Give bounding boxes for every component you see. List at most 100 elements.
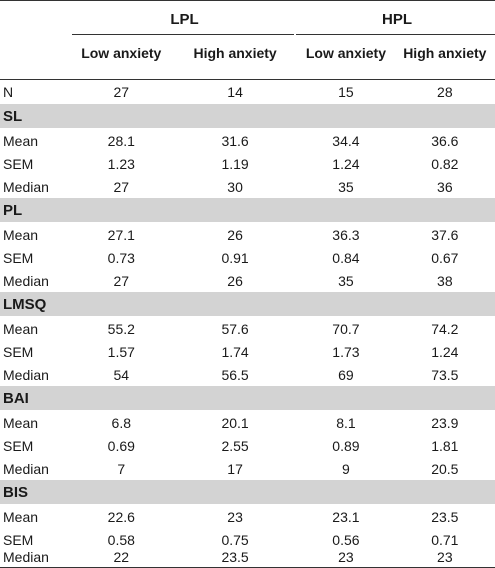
cell-value: 54	[113, 366, 130, 383]
section-title: LMSQ	[3, 295, 47, 313]
row-label: SEM	[3, 155, 34, 172]
group-rule-lpl	[72, 34, 294, 35]
table-row: Mean 22.6 23 23.1 23.5	[0, 505, 495, 528]
cell-value: 55.2	[107, 320, 135, 337]
section-title: PL	[3, 201, 23, 219]
table-row: SEM 1.57 1.74 1.73 1.24	[0, 340, 495, 363]
cell-value: 22	[113, 549, 130, 565]
row-label: SEM	[3, 437, 34, 454]
cell-value: 0.58	[107, 531, 135, 548]
table-row: Median 54 56.5 69 73.5	[0, 363, 495, 386]
cell-value: 27	[113, 272, 130, 289]
cell-value: 7	[117, 460, 126, 477]
group-header-hpl: HPL	[382, 11, 412, 28]
cell-value: 23	[338, 549, 354, 565]
cell-value: 2.55	[221, 437, 249, 454]
row-label: SEM	[3, 531, 34, 548]
column-header-lpl-high: High anxiety	[193, 45, 277, 61]
cell-value: 1.57	[107, 343, 135, 360]
table-row: Mean 6.8 20.1 8.1 23.9	[0, 411, 495, 434]
cell-value: 15	[338, 84, 354, 100]
cell-value: 37.6	[431, 226, 459, 243]
cell-value: 0.67	[431, 249, 459, 266]
table-row: SEM 0.58 0.75 0.56 0.71	[0, 528, 495, 551]
header-bottom-rule	[0, 79, 495, 80]
table-row: Median 27 26 35 38	[0, 269, 495, 292]
table-row: Mean 27.1 26 36.3 37.6	[0, 223, 495, 246]
cell-value: 17	[227, 460, 243, 477]
cell-value: 56.5	[221, 366, 249, 383]
cell-value: 1.74	[221, 343, 249, 360]
cell-value: 6.8	[111, 414, 132, 431]
cell-value: 14	[227, 84, 243, 100]
n-row: N 27 14 15 28	[0, 80, 495, 104]
cell-value: 69	[338, 366, 354, 383]
cell-value: 34.4	[332, 132, 360, 149]
cell-value: 70.7	[332, 320, 360, 337]
cell-value: 36	[437, 178, 453, 195]
group-rule-hpl	[296, 34, 495, 35]
cell-value: 0.75	[221, 531, 249, 548]
section-title: BAI	[3, 389, 29, 407]
cell-value: 27	[113, 178, 130, 195]
cell-value: 0.84	[332, 249, 360, 266]
cell-value: 27	[113, 84, 130, 100]
cell-value: 35	[338, 178, 354, 195]
cell-value: 23.5	[221, 549, 249, 565]
row-label: Median	[3, 549, 49, 565]
cell-value: 30	[227, 178, 243, 195]
top-rule	[0, 0, 495, 1]
cell-value: 73.5	[431, 366, 459, 383]
cell-value: 36.6	[431, 132, 459, 149]
group-header-lpl: LPL	[170, 11, 199, 28]
cell-value: 57.6	[221, 320, 249, 337]
column-header-hpl-low: Low anxiety	[305, 45, 386, 61]
cell-value: 38	[437, 272, 453, 289]
section-title: SL	[3, 107, 23, 125]
row-label: Mean	[3, 508, 39, 525]
table-row: SEM 1.23 1.19 1.24 0.82	[0, 152, 495, 175]
cell-value: 26	[227, 226, 243, 243]
row-label: Median	[3, 460, 49, 477]
cell-value: 20.5	[431, 460, 459, 477]
cell-value: 23	[437, 549, 453, 565]
row-label: N	[3, 84, 14, 100]
row-label: Mean	[3, 132, 39, 149]
cell-value: 0.56	[332, 531, 360, 548]
row-label: SEM	[3, 249, 34, 266]
table-row: Median 22 23.5 23 23	[0, 546, 495, 568]
section-header-bai: BAI	[0, 386, 495, 410]
table-row: Mean 55.2 57.6 70.7 74.2	[0, 317, 495, 340]
table-row: SEM 0.73 0.91 0.84 0.67	[0, 246, 495, 269]
column-header-row: Low anxiety High anxiety Low anxiety Hig…	[0, 40, 495, 66]
cell-value: 0.89	[332, 437, 360, 454]
section-header-pl: PL	[0, 198, 495, 222]
cell-value: 1.23	[107, 155, 135, 172]
cell-value: 0.69	[107, 437, 135, 454]
cell-value: 74.2	[431, 320, 459, 337]
row-label: Mean	[3, 414, 39, 431]
cell-value: 1.24	[332, 155, 360, 172]
cell-value: 35	[338, 272, 354, 289]
column-header-lpl-low: Low anxiety	[81, 45, 162, 61]
table-row: Median 7 17 9 20.5	[0, 457, 495, 480]
section-header-lmsq: LMSQ	[0, 292, 495, 316]
cell-value: 8.1	[336, 414, 356, 431]
table-row: SEM 0.69 2.55 0.89 1.81	[0, 434, 495, 457]
cell-value: 23	[227, 508, 243, 525]
row-label: Median	[3, 272, 49, 289]
cell-value: 23.5	[431, 508, 459, 525]
section-title: BIS	[3, 483, 29, 501]
cell-value: 0.91	[221, 249, 249, 266]
row-label: SEM	[3, 343, 34, 360]
row-label: Mean	[3, 226, 39, 243]
cell-value: 1.19	[221, 155, 249, 172]
cell-value: 1.81	[431, 437, 459, 454]
cell-value: 0.73	[107, 249, 135, 266]
table-row: Mean 28.1 31.6 34.4 36.6	[0, 129, 495, 152]
cell-value: 1.24	[431, 343, 459, 360]
cell-value: 9	[342, 460, 350, 477]
cell-value: 36.3	[332, 226, 360, 243]
row-label: Median	[3, 366, 49, 383]
